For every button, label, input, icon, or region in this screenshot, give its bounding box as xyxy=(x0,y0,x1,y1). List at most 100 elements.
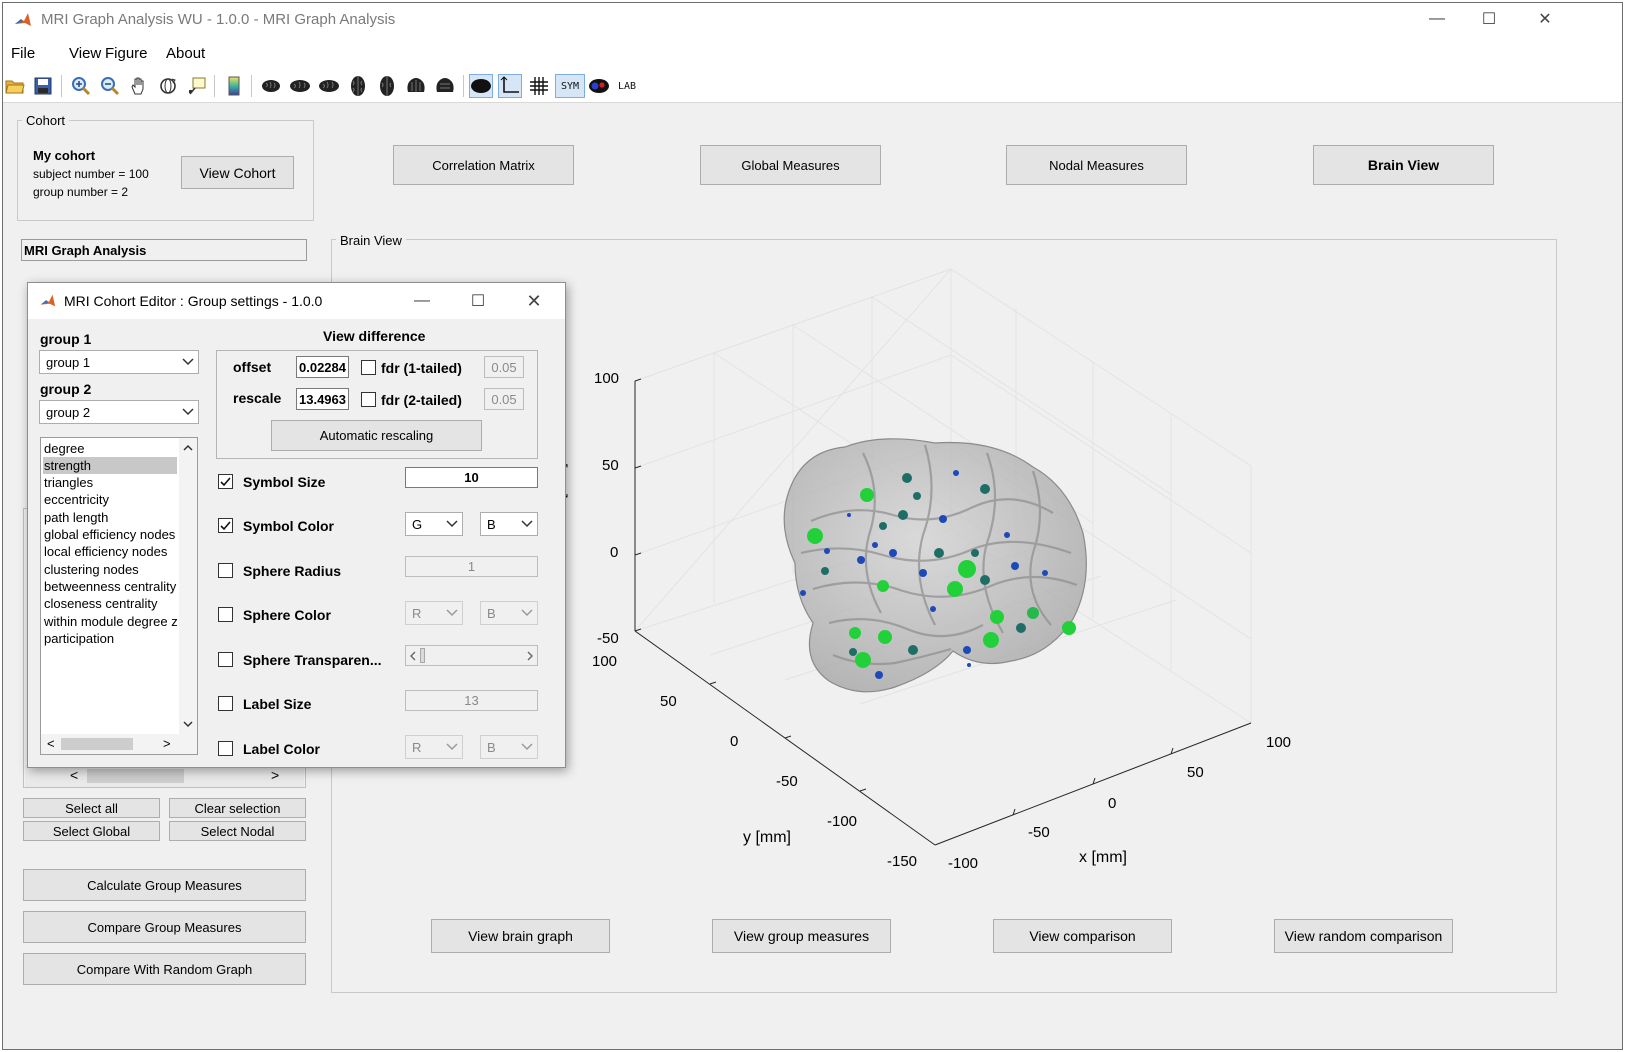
horizontal-scrollbar[interactable]: < > xyxy=(25,765,304,787)
group2-select[interactable]: group 2 xyxy=(39,400,199,424)
sphere-radius-input[interactable]: 1 xyxy=(405,556,538,577)
minimize-button[interactable]: — xyxy=(1429,10,1445,27)
rescale-input[interactable]: 13.4963 xyxy=(296,388,349,410)
brain-toggle-icon[interactable] xyxy=(469,74,493,98)
list-item[interactable]: eccentricity xyxy=(44,492,110,507)
menu-about[interactable]: About xyxy=(166,45,206,62)
rotate-icon[interactable] xyxy=(156,74,180,98)
maximize-button[interactable]: ☐ xyxy=(1481,11,1497,28)
offset-input[interactable]: 0.02284 xyxy=(296,356,349,378)
compare-random-graph-button[interactable]: Compare With Random Graph xyxy=(23,953,306,985)
sphere-transparency-checkbox[interactable] xyxy=(218,652,233,667)
view-comparison-button[interactable]: View comparison xyxy=(993,919,1172,953)
save-icon[interactable] xyxy=(31,74,55,98)
brain-view-7-icon[interactable] xyxy=(433,74,457,98)
compare-group-measures-button[interactable]: Compare Group Measures xyxy=(23,911,306,943)
symbol-size-input[interactable]: 10 xyxy=(405,467,538,488)
symbol-color-select-1[interactable]: G xyxy=(405,512,463,536)
pan-icon[interactable] xyxy=(127,74,151,98)
sphere-radius-checkbox[interactable] xyxy=(218,563,233,578)
brain-view-5-icon[interactable] xyxy=(375,74,399,98)
brain-view-button[interactable]: Brain View xyxy=(1313,145,1494,185)
list-item[interactable]: local efficiency nodes xyxy=(44,544,168,559)
list-item[interactable]: closeness centrality xyxy=(44,596,158,611)
brain-view-2-icon[interactable] xyxy=(288,74,312,98)
list-item[interactable]: clustering nodes xyxy=(44,562,139,577)
scroll-left-arrow[interactable]: < xyxy=(70,767,79,783)
sphere-color-checkbox[interactable] xyxy=(218,607,233,622)
view-cohort-button[interactable]: View Cohort xyxy=(181,156,294,189)
axis-toggle-icon[interactable] xyxy=(498,74,522,98)
fdr2-input[interactable]: 0.05 xyxy=(484,388,524,410)
vertical-scrollbar[interactable] xyxy=(179,438,197,734)
symbol-size-checkbox[interactable] xyxy=(218,474,233,489)
sphere-transparency-slider[interactable] xyxy=(405,645,538,666)
scroll-right-arrow[interactable]: > xyxy=(163,736,171,751)
label-size-checkbox[interactable] xyxy=(218,696,233,711)
scroll-left-arrow[interactable]: < xyxy=(47,736,55,751)
dialog-maximize-button[interactable]: ☐ xyxy=(470,293,486,310)
close-button[interactable]: ✕ xyxy=(1538,11,1552,28)
group1-select[interactable]: group 1 xyxy=(39,350,199,374)
list-item-selected[interactable]: strength xyxy=(43,457,177,474)
sphere-color-select-2[interactable]: B xyxy=(480,601,538,625)
global-measures-button[interactable]: Global Measures xyxy=(700,145,881,185)
view-group-measures-button[interactable]: View group measures xyxy=(712,919,891,953)
colorbar-icon[interactable] xyxy=(222,74,246,98)
label-color-select-2[interactable]: B xyxy=(480,735,538,759)
brain-view-6-icon[interactable] xyxy=(404,74,428,98)
select-all-button[interactable]: Select all xyxy=(23,798,160,818)
grid-toggle-icon[interactable] xyxy=(527,74,551,98)
nodal-measures-button[interactable]: Nodal Measures xyxy=(1006,145,1187,185)
sym-toggle-icon[interactable]: SYM xyxy=(555,74,585,98)
brain-view-4-icon[interactable] xyxy=(346,74,370,98)
scroll-right-arrow[interactable]: > xyxy=(271,767,280,783)
correlation-matrix-button[interactable]: Correlation Matrix xyxy=(393,145,574,185)
dialog-close-button[interactable]: ✕ xyxy=(526,290,542,311)
slider-thumb[interactable] xyxy=(420,648,425,663)
scroll-down-arrow[interactable] xyxy=(183,720,193,728)
list-item[interactable]: path length xyxy=(44,510,109,525)
menu-file[interactable]: File xyxy=(11,45,36,62)
list-item[interactable]: within module degree z xyxy=(44,614,177,629)
fdr1-checkbox[interactable] xyxy=(361,360,376,375)
brain-view-3-icon[interactable] xyxy=(317,74,341,98)
brain-3d-axes[interactable] xyxy=(563,253,1283,873)
zoom-in-icon[interactable] xyxy=(69,74,93,98)
brain-view-1-icon[interactable] xyxy=(259,74,283,98)
list-item[interactable]: participation xyxy=(44,631,115,646)
symbol-color-checkbox[interactable] xyxy=(218,518,233,533)
symbol-color-select-2[interactable]: B xyxy=(480,512,538,536)
zoom-out-icon[interactable] xyxy=(98,74,122,98)
list-item[interactable]: betweenness centrality xyxy=(44,579,177,594)
dialog-minimize-button[interactable]: — xyxy=(414,292,430,309)
select-global-button[interactable]: Select Global xyxy=(23,821,160,841)
sphere-color-select-1[interactable]: R xyxy=(405,601,463,625)
slider-left-arrow[interactable] xyxy=(409,651,417,661)
select-nodal-button[interactable]: Select Nodal xyxy=(169,821,306,841)
menu-view[interactable]: View xyxy=(69,45,102,62)
label-size-input[interactable]: 13 xyxy=(405,690,538,711)
list-item[interactable]: global efficiency nodes xyxy=(44,527,176,542)
calculate-group-measures-button[interactable]: Calculate Group Measures xyxy=(23,869,306,901)
scroll-thumb[interactable] xyxy=(87,769,184,783)
slider-right-arrow[interactable] xyxy=(526,651,534,661)
fdr2-checkbox[interactable] xyxy=(361,392,376,407)
list-item[interactable]: triangles xyxy=(44,475,94,490)
clear-selection-button[interactable]: Clear selection xyxy=(169,798,306,818)
view-brain-graph-button[interactable]: View brain graph xyxy=(431,919,610,953)
measures-listbox[interactable]: degree strength triangles eccentricity p… xyxy=(40,437,198,755)
automatic-rescaling-button[interactable]: Automatic rescaling xyxy=(271,420,482,451)
mask-icon[interactable] xyxy=(587,74,611,98)
data-cursor-icon[interactable] xyxy=(185,74,209,98)
view-random-comparison-button[interactable]: View random comparison xyxy=(1274,919,1453,953)
label-color-select-1[interactable]: R xyxy=(405,735,463,759)
horizontal-scrollbar[interactable]: < > xyxy=(41,734,197,754)
open-icon[interactable] xyxy=(3,74,27,98)
fdr1-input[interactable]: 0.05 xyxy=(484,356,524,378)
label-color-checkbox[interactable] xyxy=(218,741,233,756)
scroll-thumb[interactable] xyxy=(61,738,133,750)
scroll-up-arrow[interactable] xyxy=(183,444,193,452)
menu-figure[interactable]: Figure xyxy=(105,45,148,62)
lab-toggle-icon[interactable]: LAB xyxy=(617,80,637,92)
